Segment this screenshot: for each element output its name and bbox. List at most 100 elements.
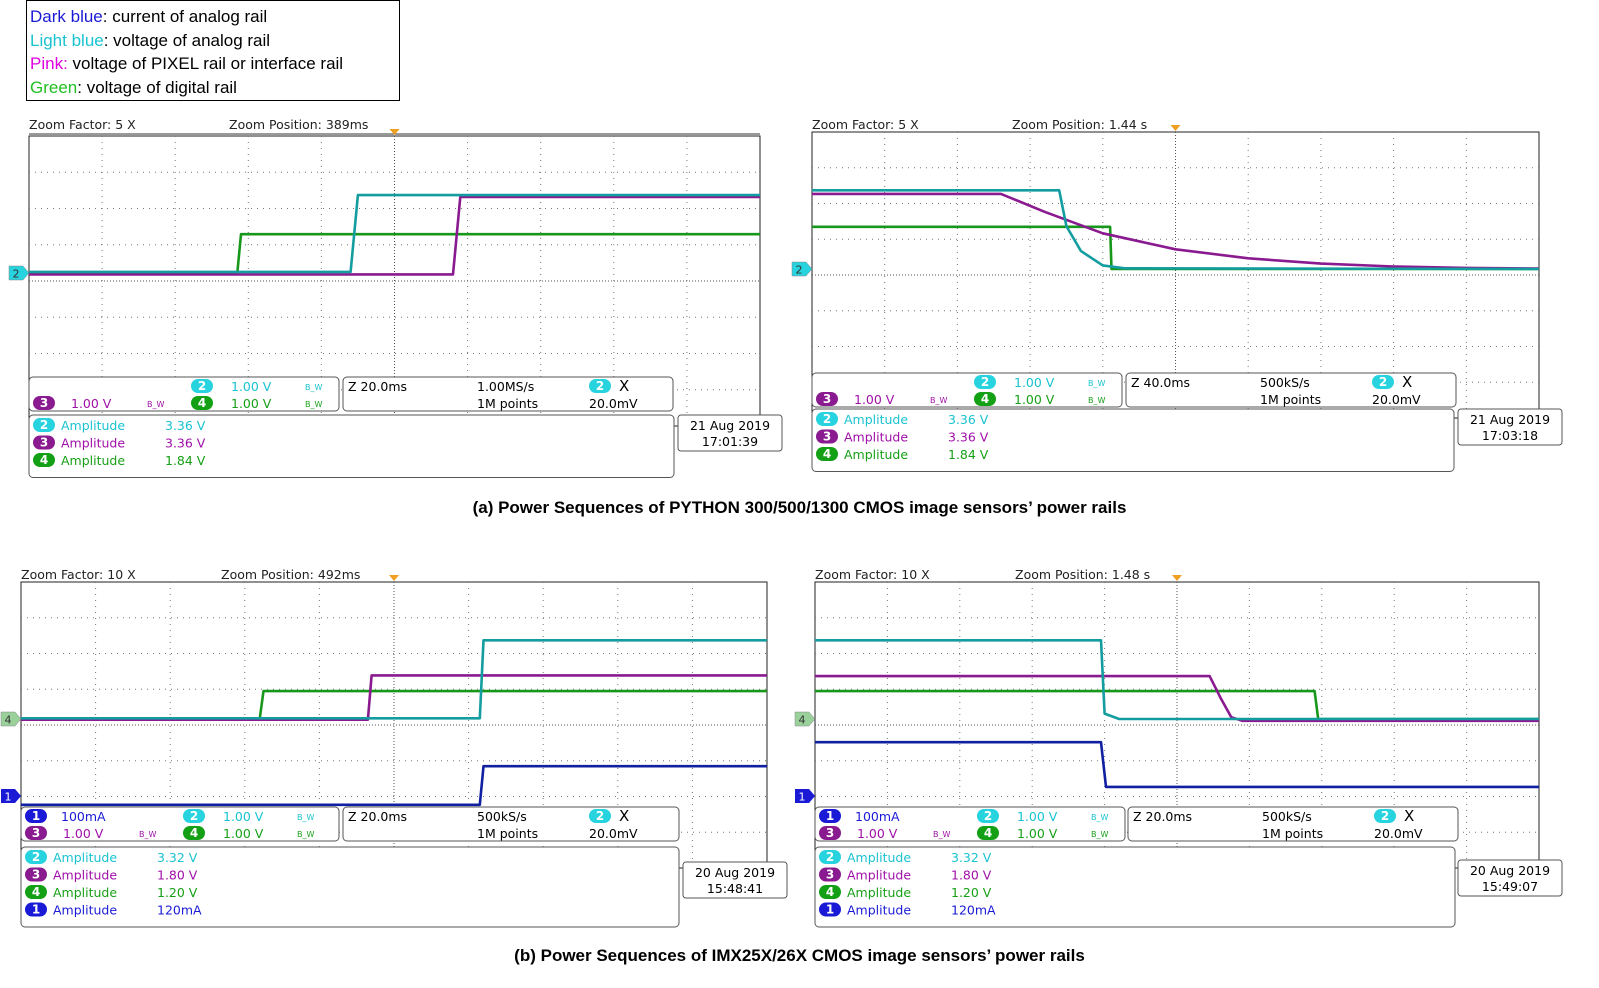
- channel-badge-num: 3: [826, 868, 834, 882]
- ground-marker-ch1-label: 1: [799, 791, 806, 804]
- color-legend: Dark blue: current of analog rail Light …: [26, 0, 400, 101]
- trigger-level: 20.0mV: [1374, 826, 1423, 841]
- measurement-badge: 3: [33, 435, 55, 450]
- channel-badge-num: 4: [826, 885, 834, 899]
- badge-ch2: 2: [183, 809, 205, 823]
- channel-badge-num: 2: [1379, 375, 1387, 389]
- ch3-bw: B_W: [147, 400, 164, 409]
- badge-ch4: 4: [974, 392, 996, 406]
- measurement-label: Amplitude: [847, 868, 911, 883]
- badge-ch3: 3: [25, 826, 47, 840]
- trace-ch3: [815, 674, 1539, 723]
- ground-marker-ch1: [1, 789, 21, 803]
- channel-badge-num: 3: [40, 436, 48, 450]
- sample-rate: 500kS/s: [1262, 809, 1312, 824]
- channel-badge-num: 4: [823, 447, 831, 461]
- ch2-scale: 1.00 V: [1017, 809, 1058, 824]
- ground-marker: [0, 711, 22, 727]
- trigger-channel-badge: 2: [1372, 375, 1394, 389]
- channel-badge-num: 4: [984, 826, 992, 840]
- channel-badge-bg: [191, 379, 213, 393]
- caption-b: (b) Power Sequences of IMX25X/26X CMOS i…: [514, 946, 1085, 965]
- channel-badge-bg: [589, 379, 611, 393]
- trigger-marker: [1170, 125, 1181, 131]
- channel-badge-num: 2: [596, 379, 604, 393]
- ch4-bw: B_W: [1088, 396, 1105, 405]
- legend-item-pink: Pink: voltage of PIXEL rail or interface…: [30, 52, 399, 76]
- channel-badge-bg: [977, 826, 999, 840]
- legend-item-dark-blue: Dark blue: current of analog rail: [30, 5, 399, 29]
- channel-badge-num: 3: [32, 868, 40, 882]
- measurement-label: Amplitude: [53, 885, 117, 900]
- channel-badge-num: 2: [826, 850, 834, 864]
- channel-badge-bg: [819, 809, 841, 823]
- channel-badge-bg: [819, 902, 841, 917]
- ch4-bw: B_W: [1091, 830, 1108, 839]
- measurement-value: 1.80 V: [951, 868, 992, 883]
- channel-badge-num: 4: [32, 885, 40, 899]
- scope-b-left: Zoom Factor: 10 X Zoom Position: 492ms 4 1 1…: [0, 567, 788, 928]
- channel-badge-bg: [589, 809, 611, 823]
- ch1-scale: 100mA: [855, 809, 900, 824]
- trace-ch3: [29, 195, 760, 276]
- zoom-factor: Zoom Factor: 5 X: [812, 117, 919, 132]
- channel-badge-bg: [974, 375, 996, 389]
- channel-badge-bg: [816, 392, 838, 406]
- measurement-label: Amplitude: [847, 850, 911, 865]
- measurement-badge: 4: [25, 885, 47, 899]
- ch4-scale: 1.00 V: [231, 396, 272, 411]
- settings-box: [20, 806, 340, 842]
- scope-b-right: Zoom Factor: 10 X Zoom Position: 1.48 s 4 1…: [794, 567, 1563, 928]
- measurement-badge: 1: [25, 902, 47, 917]
- measurement-label: Amplitude: [61, 436, 125, 451]
- channel-badge-num: 4: [40, 453, 48, 467]
- zoom-factor: Zoom Factor: 5 X: [29, 117, 136, 132]
- channel-badge-num: 4: [198, 396, 206, 410]
- measurement-value: 1.84 V: [165, 453, 206, 468]
- channel-badge-bg: [33, 435, 55, 450]
- trace-ch1: [815, 740, 1539, 789]
- datetime-box: [677, 414, 783, 452]
- legend-desc: : voltage of digital rail: [77, 77, 237, 97]
- badge-ch4: 4: [191, 396, 213, 410]
- channel-badge-num: 1: [32, 809, 40, 823]
- channel-badge-bg: [33, 396, 55, 410]
- capture-date: 20 Aug 2019: [1470, 863, 1550, 878]
- measurements-box: [811, 408, 1455, 472]
- ch4-scale: 1.00 V: [223, 826, 264, 841]
- ch3-scale: 1.00 V: [63, 826, 104, 841]
- legend-label: Pink:: [30, 54, 68, 73]
- measurement-value: 3.36 V: [165, 418, 206, 433]
- badge-ch1: 1: [819, 809, 841, 823]
- channel-badge-num: 4: [190, 826, 198, 840]
- trigger-symbol: X: [619, 807, 629, 825]
- trigger-symbol: X: [1402, 373, 1412, 391]
- record-length: 1M points: [1262, 826, 1323, 841]
- trigger-level: 20.0mV: [589, 826, 638, 841]
- ground-marker-ch1-label: 1: [5, 791, 12, 804]
- measurement-value: 120mA: [157, 903, 202, 918]
- measurement-value: 3.36 V: [948, 412, 989, 427]
- channel-badge-num: 2: [981, 375, 989, 389]
- record-length: 1M points: [1260, 392, 1321, 407]
- zoom-position: Zoom Position: 1.48 s: [1015, 567, 1150, 582]
- measurement-badge: 3: [816, 429, 838, 444]
- channel-badge-bg: [819, 826, 841, 840]
- capture-date: 21 Aug 2019: [1470, 412, 1550, 427]
- channel-badge-bg: [974, 392, 996, 406]
- measurement-label: Amplitude: [61, 453, 125, 468]
- settings-box: [811, 372, 1123, 408]
- measurement-value: 120mA: [951, 903, 996, 918]
- badge-ch2: 2: [977, 809, 999, 823]
- legend-item-green: Green: voltage of digital rail: [30, 76, 399, 100]
- trigger-marker: [1172, 575, 1182, 581]
- ch2-scale: 1.00 V: [1014, 375, 1055, 390]
- channel-badge-bg: [819, 867, 841, 882]
- datetime-box: [682, 861, 788, 899]
- capture-time: 17:03:18: [1482, 428, 1538, 443]
- trace-ch1: [21, 764, 767, 807]
- trigger-symbol: X: [1404, 807, 1414, 825]
- trace-ch2: [812, 189, 1540, 271]
- ch2-scale: 1.00 V: [223, 809, 264, 824]
- trigger-channel-badge: 2: [1374, 809, 1396, 823]
